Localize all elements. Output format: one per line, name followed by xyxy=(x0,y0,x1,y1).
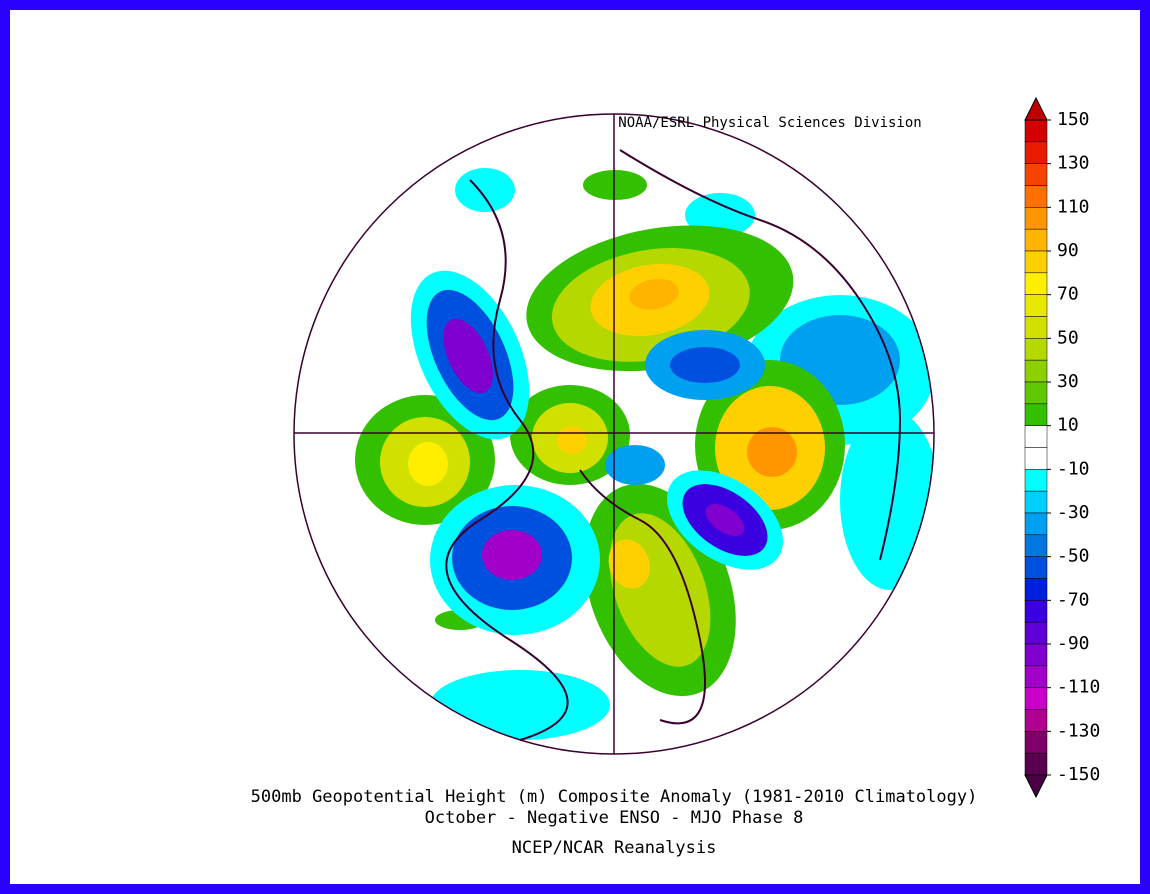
colorbar: 150 130 110 90 70 50 30 10 -10 -30 -50 -70 -90 -110 -1… xyxy=(1024,96,1100,799)
colorbar-bin xyxy=(1024,141,1048,164)
colorbar-bin xyxy=(1024,687,1048,710)
colorbar-label: -70 xyxy=(1057,589,1090,610)
colorbar-bin xyxy=(1024,534,1048,557)
colorbar-label: -90 xyxy=(1057,633,1090,654)
colorbar-label: 90 xyxy=(1057,240,1079,261)
colorbar-bin xyxy=(1024,294,1048,317)
colorbar-bin xyxy=(1024,381,1048,405)
colorbar-bin xyxy=(1024,621,1048,645)
colorbar-label: -50 xyxy=(1057,546,1090,567)
map-outline xyxy=(293,113,935,755)
colorbar-bin xyxy=(1024,469,1048,492)
colorbar-label: -150 xyxy=(1057,764,1100,785)
colorbar-bin xyxy=(1024,490,1048,514)
colorbar-label: 10 xyxy=(1057,415,1079,436)
colorbar-bin xyxy=(1024,447,1048,470)
colorbar-bin xyxy=(1024,185,1048,208)
colorbar-bin xyxy=(1024,272,1048,295)
colorbar-label: 150 xyxy=(1057,109,1090,130)
colorbar-bin xyxy=(1024,338,1048,361)
colorbar-label: 30 xyxy=(1057,371,1079,392)
colorbar-label: -30 xyxy=(1057,502,1090,523)
colorbar-bin xyxy=(1024,250,1048,274)
caption-line: October - Negative ENSO - MJO Phase 8 xyxy=(425,808,804,828)
colorbar-bin xyxy=(1024,316,1048,339)
colorbar-bin xyxy=(1024,228,1048,252)
colorbar-label: 50 xyxy=(1057,327,1079,348)
colorbar-label: 70 xyxy=(1057,284,1079,305)
colorbar-bin xyxy=(1024,512,1048,536)
colorbar-bin xyxy=(1024,600,1048,623)
colorbar-bin xyxy=(1024,163,1048,186)
credit: NOAA/ESRL Physical Sciences Division xyxy=(618,115,921,131)
colorbar-label: -110 xyxy=(1057,677,1100,698)
colorbar-bin xyxy=(1024,578,1048,601)
colorbar-over xyxy=(1024,96,1048,121)
source: NCEP/NCAR Reanalysis xyxy=(512,838,717,858)
colorbar-bin xyxy=(1024,425,1048,448)
colorbar-bin xyxy=(1024,119,1048,143)
colorbar-bin xyxy=(1024,731,1048,754)
colorbar-label: 110 xyxy=(1057,196,1090,217)
colorbar-bin xyxy=(1024,403,1048,426)
colorbar-label: 130 xyxy=(1057,153,1090,174)
colorbar-bin xyxy=(1024,709,1048,732)
colorbar-bin xyxy=(1024,556,1048,579)
colorbar-bin xyxy=(1024,643,1048,667)
colorbar-bin xyxy=(1024,359,1048,383)
colorbar-label: -10 xyxy=(1057,458,1090,479)
colorbar-label: -130 xyxy=(1057,720,1100,741)
colorbar-bin xyxy=(1024,665,1048,688)
colorbar-bin xyxy=(1024,207,1048,230)
colorbar-bin xyxy=(1024,752,1048,776)
colorbar-under xyxy=(1024,774,1048,799)
caption-line: 500mb Geopotential Height (m) Composite … xyxy=(251,787,978,807)
